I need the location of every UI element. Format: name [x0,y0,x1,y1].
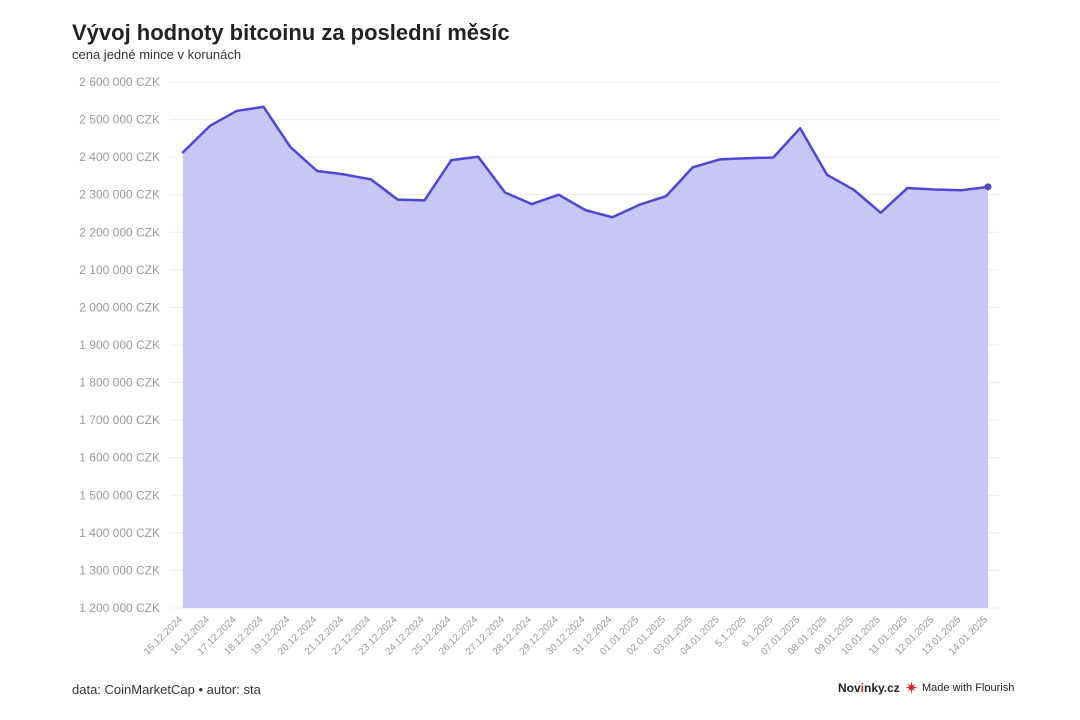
y-axis-ticks: 2 600 000 CZK 2 500 000 CZK 2 400 000 CZK 2… [79,75,160,615]
chart-subtitle: cena jedné mince v korunách [72,47,242,62]
y-tick-label: 2 400 000 CZK [79,150,160,164]
brand-logo[interactable]: Novinky.cz [838,681,900,695]
y-tick-label: 1 900 000 CZK [79,338,160,352]
y-tick-label: 1 400 000 CZK [79,526,160,540]
y-tick-label: 2 300 000 CZK [79,188,160,202]
y-tick-label: 1 600 000 CZK [79,451,160,465]
flourish-star-icon [905,681,918,694]
y-tick-label: 1 300 000 CZK [79,563,160,577]
flourish-link[interactable]: Made with Flourish [905,681,1014,694]
y-tick-label: 2 100 000 CZK [79,263,160,277]
series-line [181,105,990,219]
x-axis-ticks: 15.12.202416.12.202417.12.202418.12.2024… [142,614,990,657]
data-point[interactable] [984,183,992,191]
area-fill [183,106,988,608]
line-layer [181,105,992,219]
y-tick-label: 2 500 000 CZK [79,113,160,127]
flourish-label: Made with Flourish [922,681,1015,694]
y-tick-label: 2 000 000 CZK [79,300,160,314]
brand-prefix: Nov [838,681,861,695]
y-tick-label: 2 200 000 CZK [79,225,160,239]
y-tick-label: 1 700 000 CZK [79,413,160,427]
brand-suffix: nky.cz [864,681,900,695]
y-tick-label: 2 600 000 CZK [79,75,160,89]
y-tick-label: 1 200 000 CZK [79,601,160,615]
brand-accent: i [860,681,865,695]
chart-title: Vývoj hodnoty bitcoinu za poslední měsíc [72,20,510,45]
y-tick-label: 1 800 000 CZK [79,376,160,390]
y-tick-label: 1 500 000 CZK [79,488,160,502]
footer-source: data: CoinMarketCap • autor: sta [72,682,261,697]
area-layer [183,106,988,608]
